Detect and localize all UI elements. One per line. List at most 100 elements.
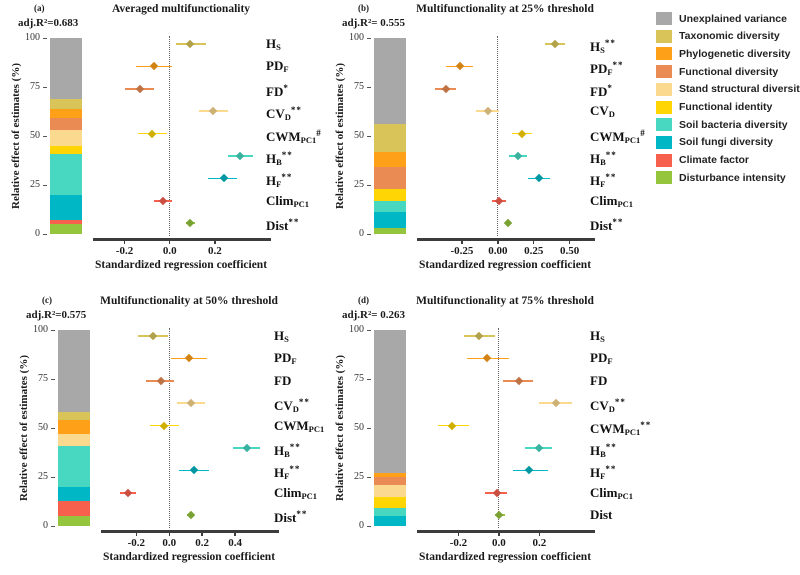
predictor-label-climPC1: ClimPC1 [274, 484, 318, 501]
point-marker-hF [525, 466, 534, 475]
legend-swatch-bacteria [656, 118, 672, 132]
legend-swatch-disturbance [656, 171, 672, 185]
legend-swatch-climate [656, 153, 672, 167]
stack-segment-bacteria [58, 445, 90, 487]
legend-swatch-identity [656, 100, 672, 114]
stack-segment-functional_div [50, 118, 82, 131]
x-axis-label: Standardized regression coefficient [94, 259, 268, 271]
point-marker-fd [136, 84, 145, 94]
predictor-label-hS: HS [590, 328, 605, 344]
legend-label-functional_div: Functional diversity [679, 65, 779, 78]
panel-letter: (b) [358, 3, 369, 13]
predictor-label-fd: FD* [590, 82, 613, 99]
point-marker-fd [441, 84, 451, 94]
predictor-label-climPC1: ClimPC1 [266, 192, 310, 209]
panel-title: Averaged multifunctionality [111, 3, 251, 15]
point-marker-dist [186, 510, 195, 520]
x-tick-mark [538, 532, 541, 536]
y-tick-label: 25 [30, 179, 40, 190]
stack-segment-taxonomic [58, 412, 90, 421]
panel-d: (d) adj.R²= 0.263 Relative effect of estim… [330, 294, 652, 575]
x-tick-label: -0.2 [115, 245, 134, 257]
predictor-label-climPC1: ClimPC1 [590, 192, 634, 209]
stack-segment-fungi [374, 516, 406, 526]
point-marker-cvD [186, 398, 195, 408]
predictor-label-hB: HB** [266, 150, 293, 167]
predictor-label-hF: HF** [274, 464, 301, 482]
y-tick-label: 100 [349, 324, 364, 335]
legend: Unexplained variance Taxonomic diversity P… [656, 12, 800, 194]
x-tick-mark [497, 240, 499, 244]
point-marker-climPC1 [123, 488, 133, 498]
legend-swatch-functional_div [656, 65, 672, 79]
x-tick-mark [568, 240, 571, 244]
predictor-label-dist: Dist [590, 507, 613, 523]
predictor-label-dist: Dist** [266, 217, 300, 234]
panel-a: (a) adj.R²=0.683 Relative effect of estima… [6, 2, 328, 290]
point-marker-cvD [483, 106, 492, 116]
x-tick-mark [498, 532, 500, 536]
predictor-label-cwmPC1: CWMPC1** [590, 419, 652, 437]
x-tick-label: 0.0 [162, 245, 177, 257]
zero-line [168, 36, 170, 236]
adj-r2-label: adj.R²= 0.555 [342, 17, 406, 29]
y-tick-label: 100 [33, 324, 48, 335]
y-tick-label: 25 [354, 471, 364, 482]
y-tick-mark [43, 233, 47, 235]
predictor-label-cwmPC1: CWMPC1# [590, 127, 646, 145]
point-marker-dist [494, 510, 504, 520]
stack-segment-phylogenetic [374, 473, 406, 477]
panel-b: (b) adj.R²= 0.555 Relative effect of estim… [330, 2, 652, 290]
stack-segment-fungi [374, 212, 406, 229]
predictor-label-cvD: CVD** [274, 397, 310, 415]
x-tick-label: 0.2 [195, 537, 210, 549]
point-marker-cwmPC1 [448, 421, 457, 430]
point-marker-hB [535, 443, 544, 453]
panel-letter: (a) [34, 3, 45, 13]
predictor-label-dist: Dist** [274, 509, 308, 526]
point-marker-fd [156, 376, 166, 386]
adj-r2-label: adj.R²= 0.263 [342, 309, 406, 321]
predictor-label-fd: FD* [266, 82, 289, 99]
y-tick-mark [51, 329, 55, 331]
y-tick-label: 0 [35, 228, 40, 239]
point-marker-pdF [184, 354, 194, 363]
x-tick-label: -0.2 [127, 537, 146, 549]
y-tick-label: 50 [354, 130, 364, 141]
x-tick-mark [168, 532, 170, 536]
predictor-label-cwmPC1: CWMPC1# [266, 127, 322, 145]
stack-segment-functional_div [374, 477, 406, 485]
panel-c: (c) adj.R²=0.575 Relative effect of estima… [14, 294, 336, 575]
x-tick-label: 0.2 [532, 537, 547, 549]
y-tick-mark [367, 476, 371, 478]
legend-swatch-stand [656, 82, 672, 96]
predictor-label-hB: HB** [590, 150, 617, 167]
zero-line [498, 328, 500, 528]
x-axis-line [417, 530, 595, 533]
y-tick-mark [367, 86, 371, 88]
legend-label-disturbance: Disturbance intensity [679, 171, 786, 184]
legend-label-bacteria: Soil bacteria diversity [679, 118, 788, 131]
predictor-label-cvD: CVD** [590, 397, 626, 415]
x-axis-label: Standardized regression coefficient [418, 259, 592, 271]
point-marker-pdF [482, 354, 492, 363]
x-axis-label: Standardized regression coefficient [102, 551, 276, 563]
point-marker-cvD [551, 398, 560, 408]
y-tick-label: 25 [38, 471, 48, 482]
panel-letter: (c) [42, 295, 52, 305]
stack-segment-stand [374, 484, 406, 497]
stack-segment-fungi [50, 194, 82, 221]
predictor-label-fd: FD [590, 372, 608, 388]
legend-label-fungi: Soil fungi diversity [679, 136, 773, 149]
x-tick-label: 0.25 [524, 245, 544, 257]
legend-label-unexplained: Unexplained variance [679, 12, 787, 25]
stack-segment-bacteria [374, 508, 406, 517]
predictor-label-pdF: PDF [266, 58, 289, 75]
y-tick-label: 75 [354, 373, 364, 384]
predictor-label-hS: HS [266, 36, 281, 52]
x-tick-mark [532, 240, 535, 244]
predictor-label-pdF: PDF [590, 350, 613, 367]
zero-line [168, 328, 170, 528]
adj-r2-label: adj.R²=0.575 [26, 309, 87, 321]
